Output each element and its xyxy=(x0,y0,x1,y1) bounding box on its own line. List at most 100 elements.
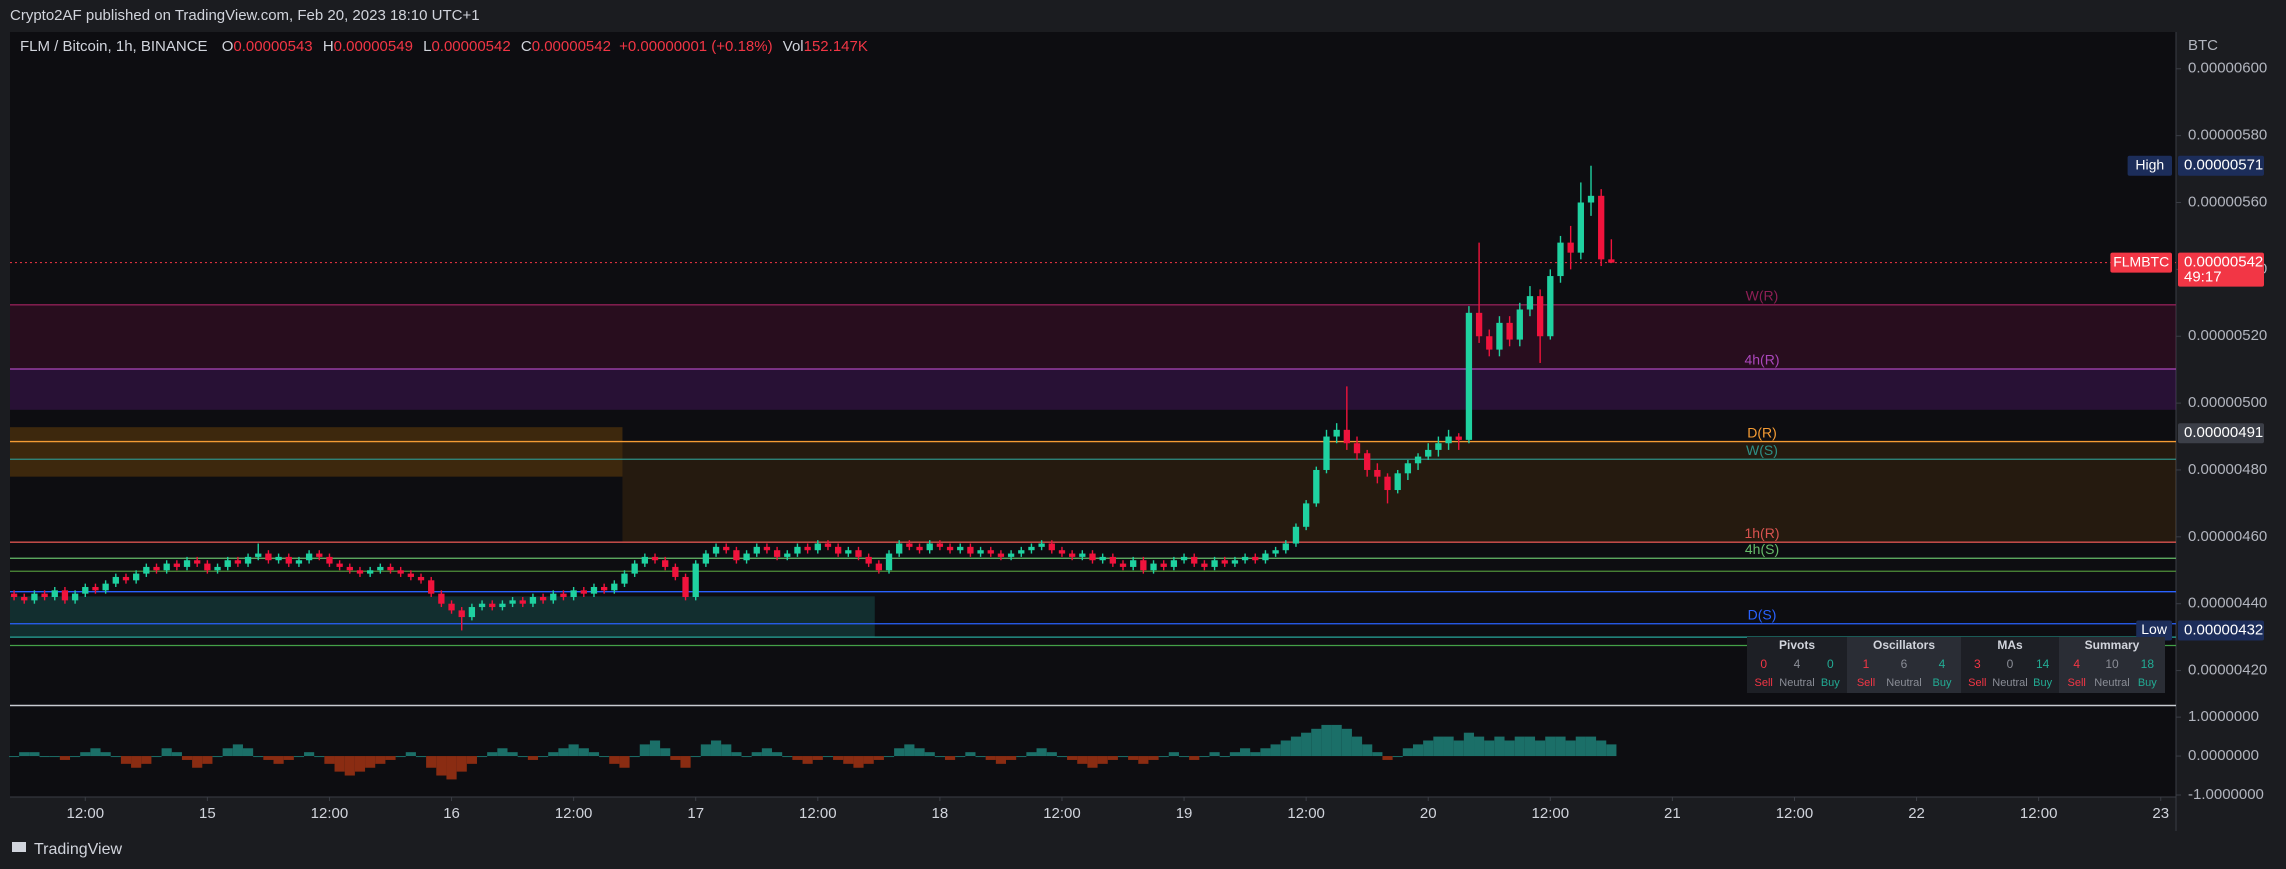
tag-label: High xyxy=(2135,156,2164,172)
table-cell-bg xyxy=(1961,637,2059,693)
ohlc-label: O xyxy=(222,38,234,55)
candle-body xyxy=(1425,449,1432,457)
oscillator-bar xyxy=(293,756,305,758)
oscillator-bar xyxy=(904,744,915,757)
candle-body xyxy=(926,543,933,551)
oscillator-bar xyxy=(375,756,386,764)
candle-body xyxy=(906,543,913,547)
osc-tick-label: -1.0000000 xyxy=(2188,786,2264,803)
candle-body xyxy=(183,560,191,567)
candle-body xyxy=(916,546,923,551)
oscillator-bar xyxy=(171,752,182,757)
candle-body xyxy=(366,570,374,574)
candle-body xyxy=(519,600,526,604)
candle-body xyxy=(224,560,231,567)
candle-body xyxy=(173,563,181,567)
oscillator-bar xyxy=(110,756,121,758)
candle-body xyxy=(1068,553,1076,557)
oscillator-bar xyxy=(1056,756,1068,758)
candle-body xyxy=(1221,560,1228,564)
pivot-label: W(R) xyxy=(1746,288,1779,304)
table-column: Neutral xyxy=(1779,677,1814,689)
candle-body xyxy=(244,556,252,564)
candle-body xyxy=(1333,429,1340,437)
oscillator-bar xyxy=(141,756,152,764)
candle-body xyxy=(1252,556,1259,561)
oscillator-bar xyxy=(975,756,986,758)
candle-body xyxy=(672,566,679,577)
candle-body xyxy=(1343,429,1350,444)
oscillator-bar xyxy=(192,756,203,768)
oscillator-bar xyxy=(527,756,539,760)
oscillator-bar xyxy=(629,756,640,758)
pivot-label: D(R) xyxy=(1747,424,1777,440)
oscillator-bar xyxy=(324,756,335,764)
table-group-title: Oscillators xyxy=(1873,638,1935,652)
candle-body xyxy=(499,603,506,608)
price-tag: 0.00000432 Low xyxy=(2136,620,2264,641)
candle-body xyxy=(275,556,282,561)
oscillator-bar xyxy=(39,756,50,758)
candle-body xyxy=(1435,443,1442,450)
oscillator-bar xyxy=(59,756,71,760)
candle-body xyxy=(31,593,38,601)
x-tick-label: 12:00 xyxy=(1776,805,1814,822)
x-tick-label: 12:00 xyxy=(1287,805,1325,822)
candle-body xyxy=(702,553,710,564)
oscillator-bar xyxy=(344,756,355,776)
ohlc-label: H xyxy=(323,38,334,55)
level-zone xyxy=(10,427,623,477)
candle-body xyxy=(865,556,872,564)
table-column: Buy xyxy=(1933,677,1952,689)
change: +0.00000001 (+0.18%) xyxy=(619,38,772,55)
oscillator-bar xyxy=(1270,744,1281,757)
oscillator-bar xyxy=(649,740,661,757)
oscillator-bar xyxy=(588,752,600,757)
candle-body xyxy=(590,586,598,594)
osc-tick-label: 0.0000000 xyxy=(2188,747,2259,764)
oscillator-bar xyxy=(751,752,762,757)
oscillator-bar xyxy=(1412,744,1424,757)
oscillator-bar xyxy=(517,756,528,758)
oscillator-bar xyxy=(1026,752,1037,757)
candle-body xyxy=(896,543,903,554)
candle-body xyxy=(1496,322,1503,350)
oscillator-bar xyxy=(1524,736,1536,757)
oscillator-bar xyxy=(772,752,783,757)
candle-body xyxy=(855,550,862,557)
candle-body xyxy=(10,593,18,598)
candle-body xyxy=(631,563,638,574)
oscillator-bar xyxy=(314,756,325,758)
table-column: Sell xyxy=(1857,677,1875,689)
oscillator-bar xyxy=(914,748,925,757)
candle-body xyxy=(163,563,170,571)
candle-body xyxy=(478,603,486,608)
oscillator-bar xyxy=(476,756,488,758)
oscillator-bar xyxy=(578,748,589,757)
candle-body xyxy=(621,573,628,584)
oscillator-bar xyxy=(1545,736,1556,757)
candle-body xyxy=(265,553,272,561)
logo-mark xyxy=(12,842,26,852)
table-column: Sell xyxy=(1754,677,1772,689)
oscillator-bar xyxy=(863,756,874,764)
oscillator-bar xyxy=(263,756,274,760)
oscillator-bar xyxy=(253,756,264,758)
candle-body xyxy=(92,586,99,591)
oscillator-bar xyxy=(1453,740,1464,757)
y-tick-label: 0.00000460 xyxy=(2188,528,2267,545)
oscillator-bar xyxy=(955,756,966,758)
candle-body xyxy=(723,546,730,551)
oscillator-bar xyxy=(1178,756,1190,758)
oscillator-bar xyxy=(894,748,905,757)
oscillator-bar xyxy=(1138,756,1149,764)
oscillator-bar xyxy=(365,756,376,768)
candle-body xyxy=(255,553,262,557)
oscillator-bar xyxy=(181,756,193,760)
oscillator-bar xyxy=(741,756,752,758)
candle-body xyxy=(1475,312,1483,337)
oscillator-bar xyxy=(548,752,559,757)
oscillator-bar xyxy=(131,756,142,768)
candle-body xyxy=(51,590,58,598)
oscillator-bar xyxy=(161,748,172,757)
